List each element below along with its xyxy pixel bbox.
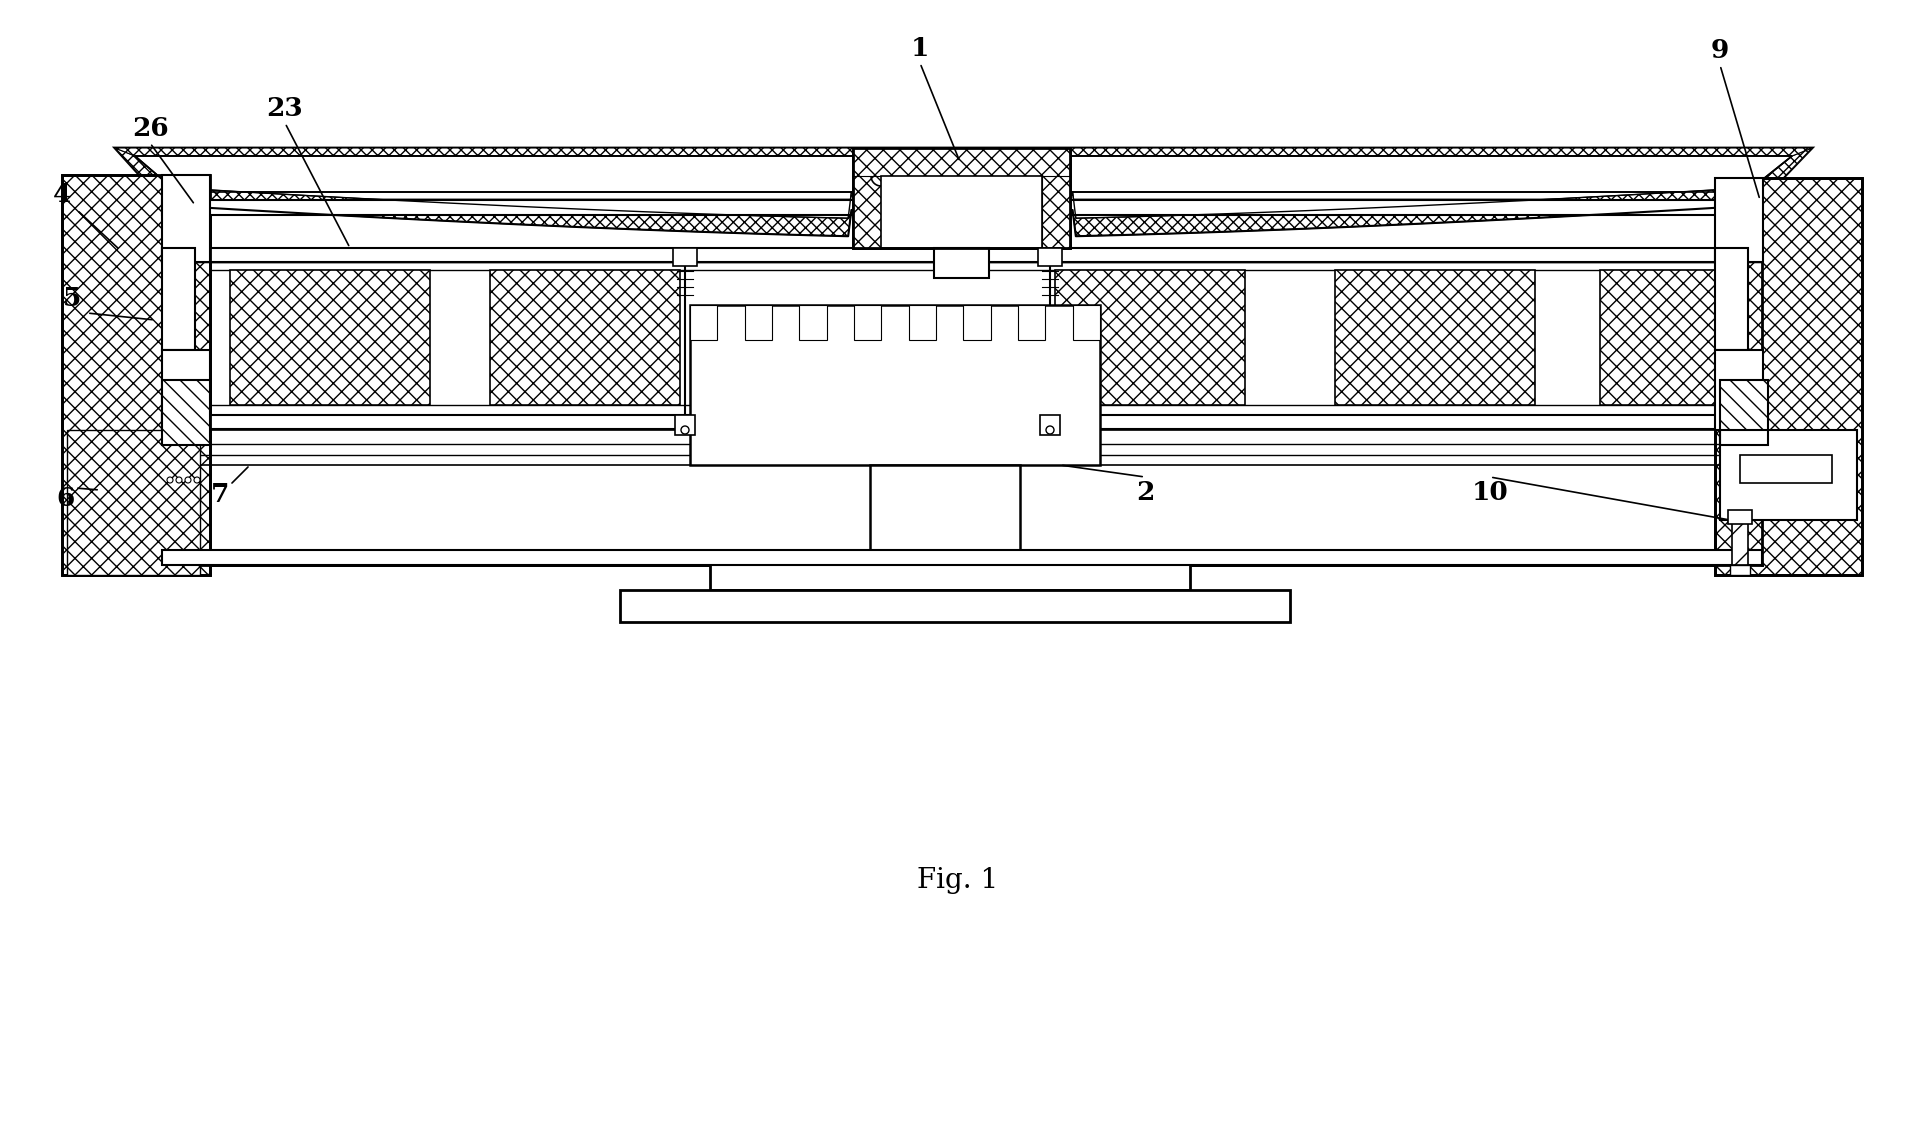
Bar <box>1043 148 1070 248</box>
Polygon shape <box>163 186 1762 236</box>
Bar <box>1716 350 1764 430</box>
Text: 5: 5 <box>63 286 81 310</box>
Bar <box>163 380 211 445</box>
Bar <box>675 415 696 435</box>
Bar <box>964 305 991 340</box>
Bar <box>1731 521 1748 565</box>
Bar <box>61 175 211 575</box>
Bar <box>619 590 1290 622</box>
Bar <box>1716 178 1861 575</box>
Text: 2: 2 <box>1135 479 1154 505</box>
Bar <box>853 148 1070 176</box>
Text: 4: 4 <box>54 183 71 207</box>
Text: 1: 1 <box>911 35 930 61</box>
Circle shape <box>194 477 199 483</box>
Bar <box>709 561 1190 590</box>
Bar <box>1716 178 1764 262</box>
Bar <box>853 148 882 248</box>
Circle shape <box>186 477 192 483</box>
Circle shape <box>1047 426 1054 434</box>
Bar <box>1334 270 1536 405</box>
Bar <box>1727 510 1752 524</box>
Bar <box>163 380 211 445</box>
Bar <box>163 200 1762 215</box>
Bar <box>870 464 1020 561</box>
Text: 6: 6 <box>56 485 75 510</box>
Polygon shape <box>134 156 1792 192</box>
Bar <box>230 270 429 405</box>
Text: 9: 9 <box>1710 38 1729 63</box>
Bar <box>1074 305 1100 340</box>
Circle shape <box>681 426 688 434</box>
Bar <box>163 175 211 262</box>
Bar <box>1729 565 1750 575</box>
Text: Fig. 1: Fig. 1 <box>918 866 999 893</box>
Text: 26: 26 <box>132 116 169 141</box>
Bar <box>1037 248 1062 267</box>
Bar <box>1720 380 1767 445</box>
Circle shape <box>176 477 182 483</box>
Bar <box>853 305 882 340</box>
Bar <box>163 248 1762 262</box>
Bar <box>882 176 1043 248</box>
Bar <box>853 148 1070 248</box>
Bar <box>1054 270 1244 405</box>
Bar <box>1041 415 1060 435</box>
Bar <box>163 350 211 430</box>
Bar <box>67 430 199 575</box>
Bar <box>690 305 1100 464</box>
Bar <box>799 305 826 340</box>
Bar <box>1716 178 1861 575</box>
Bar <box>163 415 1762 429</box>
Bar <box>934 248 989 278</box>
Bar <box>1741 455 1833 483</box>
Bar <box>1720 430 1858 521</box>
Polygon shape <box>115 148 1812 200</box>
Text: 23: 23 <box>266 95 303 120</box>
Polygon shape <box>1746 148 1812 200</box>
Bar <box>853 148 1070 248</box>
Text: 10: 10 <box>1472 479 1509 505</box>
Bar <box>1716 248 1748 350</box>
Bar <box>673 248 698 267</box>
Bar <box>491 270 681 405</box>
Bar <box>909 305 935 340</box>
Bar <box>690 305 717 340</box>
Polygon shape <box>115 148 1812 156</box>
Bar <box>744 305 773 340</box>
Bar <box>163 550 1762 565</box>
Bar <box>163 248 196 350</box>
Bar <box>1601 270 1720 405</box>
Circle shape <box>167 477 173 483</box>
Polygon shape <box>115 148 176 200</box>
Bar <box>1018 305 1045 340</box>
Text: 7: 7 <box>211 483 230 508</box>
Bar <box>61 175 211 575</box>
Bar <box>1720 380 1767 445</box>
Bar <box>163 200 1762 565</box>
